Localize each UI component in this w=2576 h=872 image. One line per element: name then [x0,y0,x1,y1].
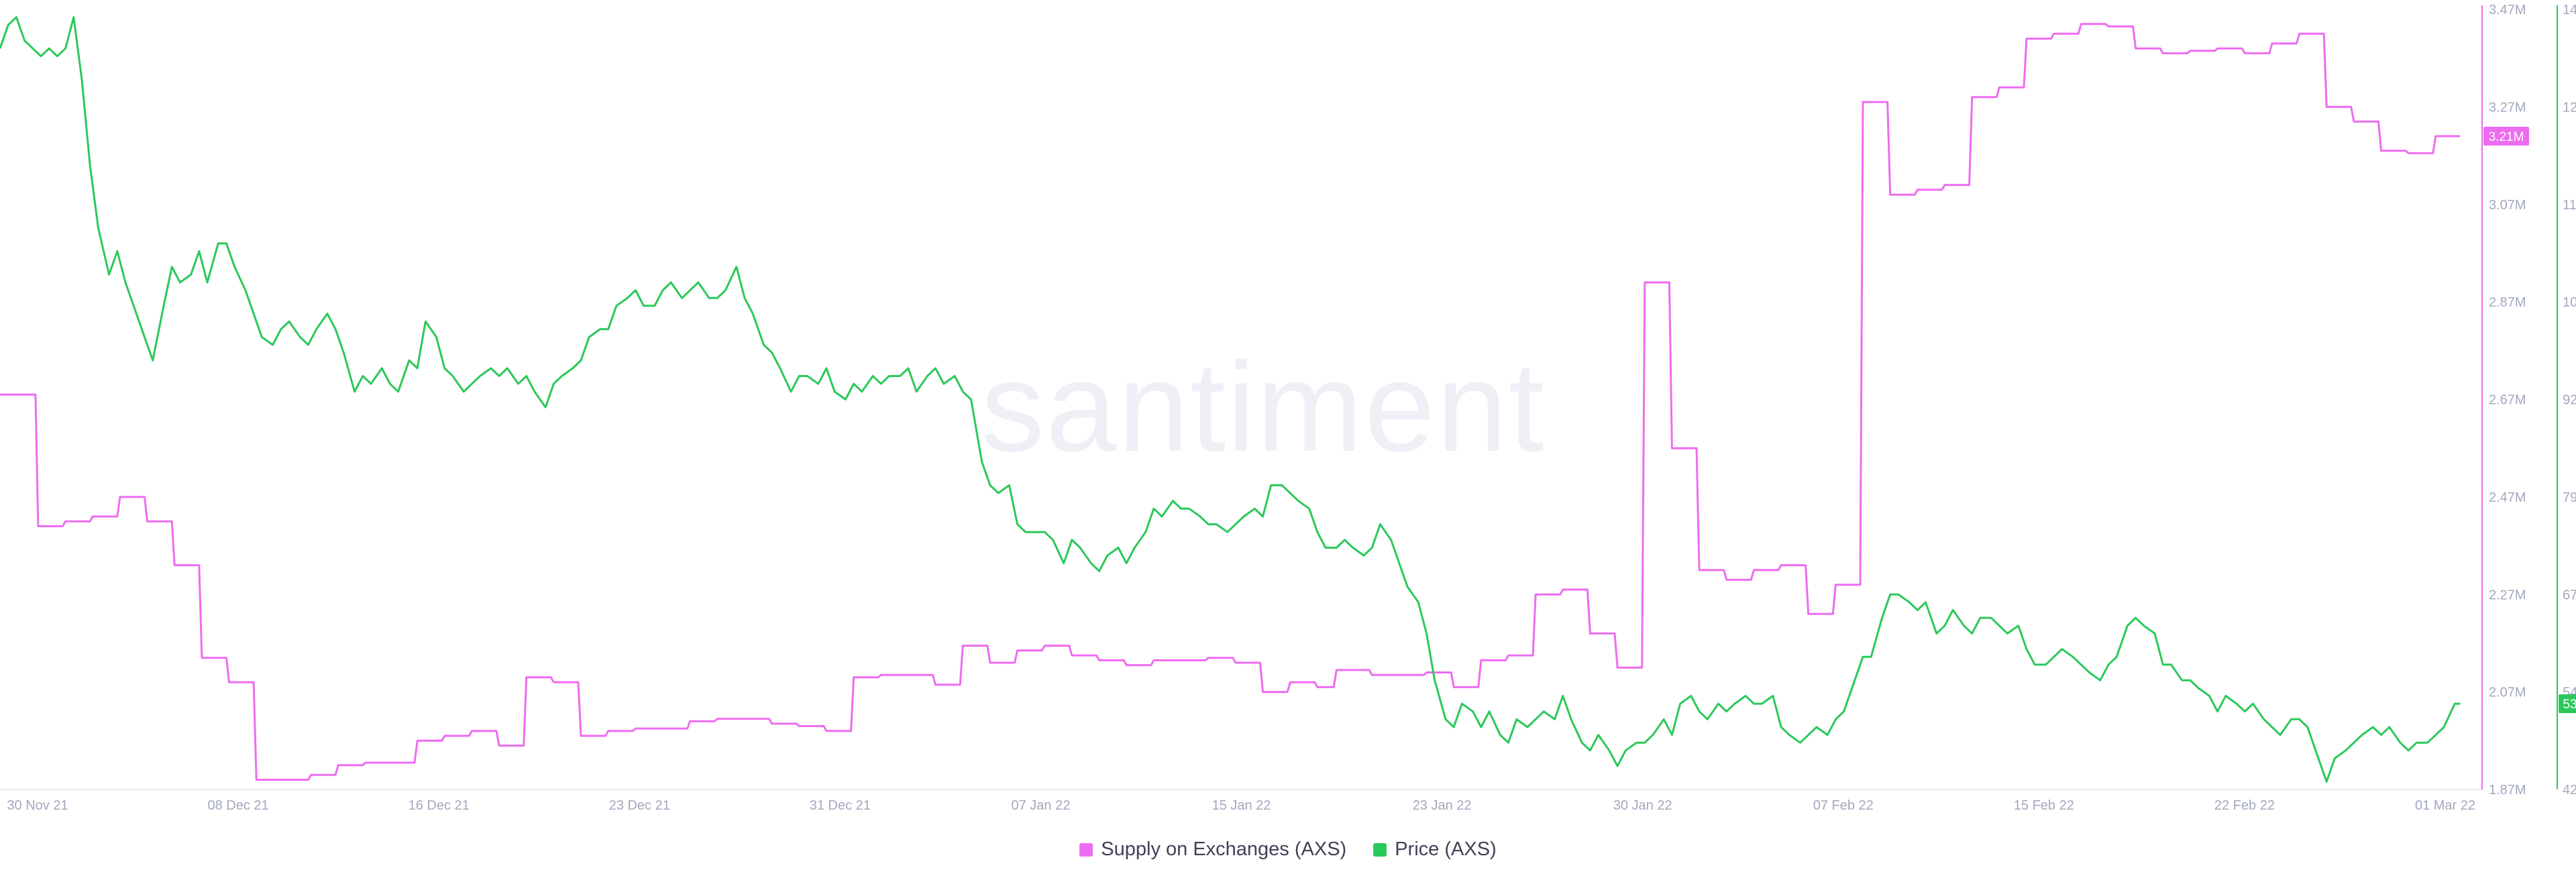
right-axis-tick-label: 129 [2563,100,2576,115]
right-axis-tick-label: 79 [2563,490,2576,505]
legend-item-price[interactable]: Price (AXS) [1373,838,1497,861]
x-axis-tick-label: 23 Jan 22 [1413,798,1472,813]
left-axis-tick-label: 3.27M [2489,100,2526,115]
x-axis-tick-label: 23 Dec 21 [609,798,670,813]
left-axis-tick-label: 3.47M [2489,3,2526,17]
price-swatch [1373,842,1387,857]
right-axis-tick-label: 67 [2563,588,2576,602]
price-series [0,16,2461,783]
x-axis-tick-label: 07 Feb 22 [1813,798,1874,813]
x-axis-tick-label: 01 Mar 22 [2415,798,2475,813]
right-axis-tick-label: 42 [2563,783,2576,798]
left-axis-tick-label: 2.67M [2489,393,2526,408]
last-value-badges: 3.21M 53 [2483,126,2576,714]
right-axis-tick-label: 92 [2563,393,2576,408]
legend-item-supply[interactable]: Supply on Exchanges (AXS) [1079,838,1346,861]
right-axis-tick-label: 117 [2563,198,2576,213]
right-axis-ticks: 1421291171049279675442 [2563,3,2576,798]
x-axis-tick-label: 15 Jan 22 [1212,798,1271,813]
left-axis-tick-label: 1.87M [2489,783,2526,798]
x-axis-tick-label: 15 Feb 22 [2014,798,2074,813]
supply-swatch [1079,842,1093,857]
left-axis-tick-label: 2.27M [2489,588,2526,602]
right-axis-tick-label: 104 [2563,295,2576,310]
x-axis-ticks: 30 Nov 21 08 Dec 21 16 Dec 21 23 Dec 21 31 D… [7,798,2475,813]
right-axis-tick-label: 142 [2563,3,2576,17]
price-last-value-badge [2559,694,2576,714]
price-last-value-text: 53 [2563,698,2576,712]
legend-label-price: Price (AXS) [1395,838,1497,860]
x-axis-tick-label: 30 Jan 22 [1613,798,1672,813]
x-axis-tick-label: 30 Nov 21 [7,798,68,813]
supply-on-exchanges-line [0,23,2461,781]
left-axis-tick-label: 2.87M [2489,295,2526,310]
left-axis-tick-label: 2.47M [2489,490,2526,505]
supply-last-value-text: 3.21M [2489,130,2524,144]
x-axis-tick-label: 08 Dec 21 [207,798,268,813]
axes [0,5,2558,790]
x-axis-tick-label: 31 Dec 21 [810,798,871,813]
supply-on-exchanges-series [0,23,2461,781]
x-axis-tick-label: 16 Dec 21 [409,798,470,813]
santiment-watermark: santiment [981,336,1546,478]
left-axis-ticks: 3.47M 3.27M 3.07M 2.87M 2.67M 2.47M 2.27M 2.07M… [2489,3,2526,798]
left-axis-tick-label: 3.07M [2489,198,2526,213]
left-axis-tick-label: 2.07M [2489,686,2526,700]
price-line [0,16,2461,783]
legend: Supply on Exchanges (AXS) Price (AXS) [0,838,2576,861]
x-axis-tick-label: 07 Jan 22 [1011,798,1070,813]
legend-label-supply: Supply on Exchanges (AXS) [1101,838,1347,860]
supply-last-value-badge [2483,126,2529,146]
x-axis-tick-label: 22 Feb 22 [2214,798,2275,813]
